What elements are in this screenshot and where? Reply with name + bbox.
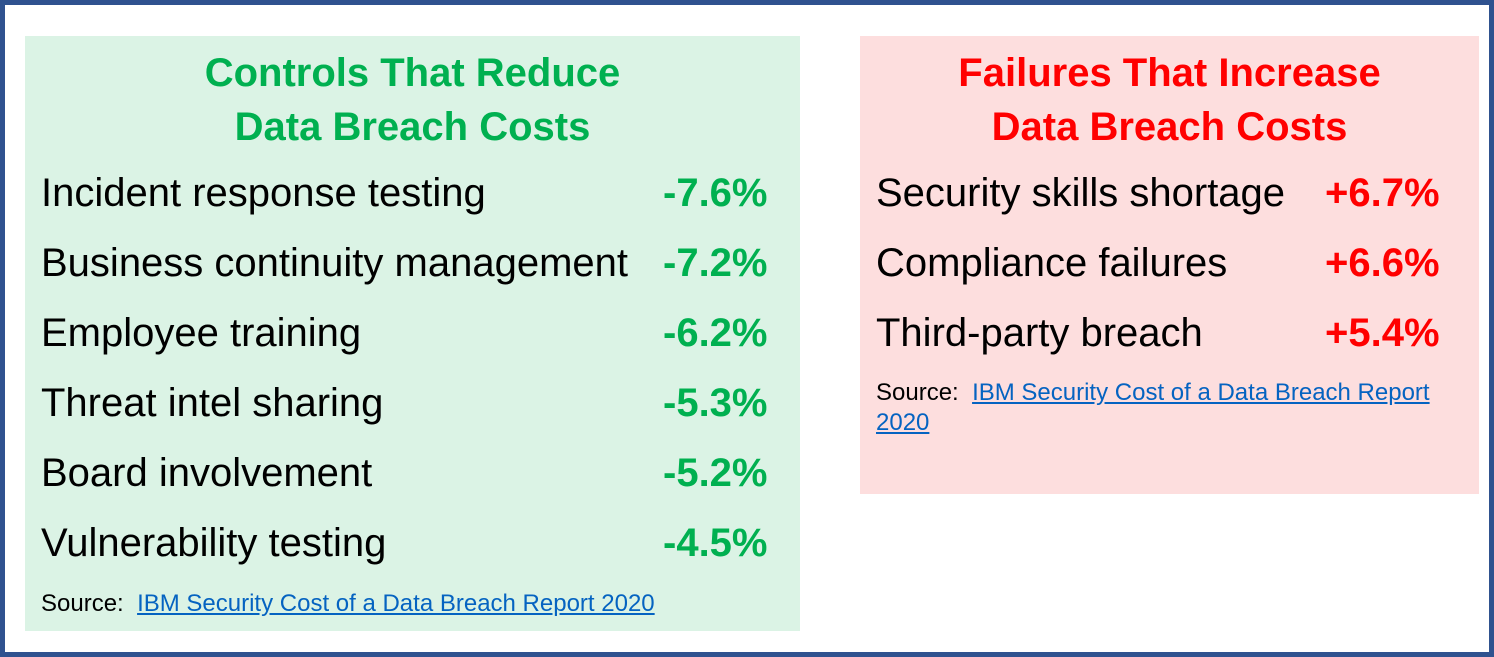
- source-label: Source:: [876, 379, 959, 406]
- source-citation: Source: IBM Security Cost of a Data Brea…: [876, 378, 1476, 438]
- item-value: -4.5%: [663, 521, 768, 565]
- list-item: Threat intel sharing -5.3%: [41, 373, 801, 433]
- item-value: -6.2%: [663, 311, 768, 355]
- reduce-costs-title-line2: Data Breach Costs: [234, 105, 591, 149]
- item-value: +5.4%: [1325, 311, 1440, 355]
- list-item: Compliance failures +6.6%: [876, 233, 1476, 293]
- list-item: Business continuity management -7.2%: [41, 233, 801, 293]
- list-item: Incident response testing -7.6%: [41, 163, 801, 223]
- item-label: Third-party breach: [876, 311, 1203, 355]
- source-citation: Source: IBM Security Cost of a Data Brea…: [41, 589, 655, 619]
- list-item: Vulnerability testing -4.5%: [41, 513, 801, 573]
- item-label: Compliance failures: [876, 241, 1228, 285]
- source-label: Source:: [41, 590, 124, 617]
- source-link[interactable]: IBM Security Cost of a Data Breach Repor…: [876, 379, 1430, 436]
- item-label: Threat intel sharing: [41, 381, 384, 425]
- item-label: Incident response testing: [41, 171, 486, 215]
- list-item: Security skills shortage +6.7%: [876, 163, 1476, 223]
- increase-costs-title-line1: Failures That Increase: [958, 51, 1381, 95]
- reduce-costs-panel: Controls That Reduce Data Breach Costs I…: [25, 36, 800, 631]
- increase-costs-panel: Failures That Increase Data Breach Costs…: [860, 36, 1479, 494]
- item-label: Employee training: [41, 311, 362, 355]
- increase-costs-title-line2: Data Breach Costs: [991, 105, 1348, 149]
- item-value: -5.3%: [663, 381, 768, 425]
- increase-costs-title: Failures That Increase Data Breach Costs: [860, 46, 1479, 154]
- item-label: Business continuity management: [41, 241, 628, 285]
- reduce-costs-title-line1: Controls That Reduce: [204, 51, 621, 95]
- item-value: +6.7%: [1325, 171, 1440, 215]
- list-item: Third-party breach +5.4%: [876, 303, 1476, 363]
- item-value: -5.2%: [663, 451, 768, 495]
- item-label: Vulnerability testing: [41, 521, 387, 565]
- source-link[interactable]: IBM Security Cost of a Data Breach Repor…: [137, 590, 655, 617]
- item-value: +6.6%: [1325, 241, 1440, 285]
- item-label: Security skills shortage: [876, 171, 1286, 215]
- item-value: -7.2%: [663, 241, 768, 285]
- item-label: Board involvement: [41, 451, 373, 495]
- reduce-costs-title: Controls That Reduce Data Breach Costs: [25, 46, 800, 154]
- item-value: -7.6%: [663, 171, 768, 215]
- list-item: Board involvement -5.2%: [41, 443, 801, 503]
- list-item: Employee training -6.2%: [41, 303, 801, 363]
